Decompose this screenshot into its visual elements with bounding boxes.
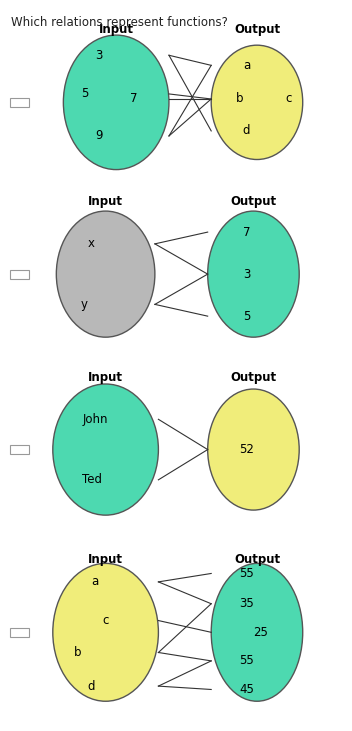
Text: Output: Output — [230, 371, 277, 384]
Text: 35: 35 — [239, 597, 254, 610]
Ellipse shape — [53, 384, 158, 515]
Text: d: d — [88, 680, 95, 692]
FancyBboxPatch shape — [10, 628, 29, 637]
Ellipse shape — [53, 564, 158, 701]
Text: Input: Input — [88, 553, 123, 567]
Text: 5: 5 — [81, 88, 88, 100]
Text: y: y — [81, 298, 88, 311]
Text: b: b — [235, 93, 243, 105]
Text: 7: 7 — [130, 93, 138, 105]
Ellipse shape — [56, 211, 155, 337]
Text: 45: 45 — [239, 683, 254, 696]
Text: Input: Input — [88, 195, 123, 208]
Ellipse shape — [63, 35, 169, 170]
Text: 5: 5 — [243, 310, 250, 322]
Text: d: d — [243, 124, 250, 137]
Text: 52: 52 — [239, 443, 254, 456]
Ellipse shape — [208, 211, 299, 337]
Text: 7: 7 — [243, 226, 250, 238]
Ellipse shape — [208, 389, 299, 510]
Text: 3: 3 — [243, 268, 250, 281]
FancyBboxPatch shape — [10, 98, 29, 107]
Text: Ted: Ted — [82, 474, 101, 486]
Text: c: c — [102, 614, 109, 627]
Text: Output: Output — [234, 23, 280, 37]
Ellipse shape — [211, 564, 303, 701]
FancyBboxPatch shape — [10, 270, 29, 279]
Text: b: b — [74, 646, 81, 659]
Text: Input: Input — [99, 23, 134, 37]
Text: 55: 55 — [239, 654, 254, 667]
Text: Output: Output — [234, 553, 280, 567]
Text: Input: Input — [88, 371, 123, 384]
Text: a: a — [243, 59, 250, 72]
Text: 55: 55 — [239, 567, 254, 580]
Text: Output: Output — [230, 195, 277, 208]
Text: 3: 3 — [95, 49, 102, 61]
Text: Which relations represent functions?: Which relations represent functions? — [11, 16, 227, 29]
Ellipse shape — [211, 45, 303, 159]
Text: 25: 25 — [253, 626, 268, 639]
Text: John: John — [82, 413, 108, 425]
FancyBboxPatch shape — [10, 445, 29, 454]
Text: 9: 9 — [95, 129, 102, 143]
Text: a: a — [92, 575, 99, 588]
Text: c: c — [285, 93, 292, 105]
Text: x: x — [88, 238, 95, 250]
